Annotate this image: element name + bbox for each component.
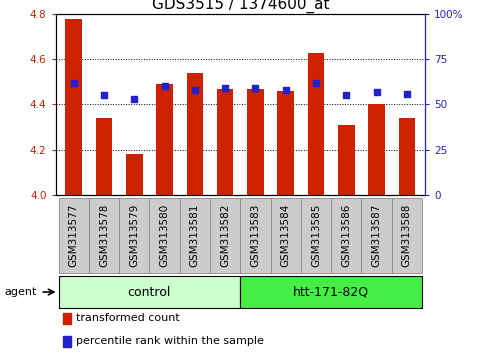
Point <box>252 85 259 91</box>
Point <box>130 96 138 102</box>
FancyBboxPatch shape <box>89 198 119 273</box>
FancyBboxPatch shape <box>58 276 241 308</box>
FancyBboxPatch shape <box>149 198 180 273</box>
FancyBboxPatch shape <box>241 276 422 308</box>
Bar <box>156 84 173 195</box>
Bar <box>338 125 355 195</box>
Title: GDS3515 / 1374600_at: GDS3515 / 1374600_at <box>152 0 329 13</box>
Text: htt-171-82Q: htt-171-82Q <box>293 286 369 298</box>
Bar <box>247 88 264 195</box>
Bar <box>398 118 415 195</box>
Text: GSM313578: GSM313578 <box>99 204 109 267</box>
Text: GSM313581: GSM313581 <box>190 204 200 267</box>
Bar <box>368 104 385 195</box>
FancyBboxPatch shape <box>180 198 210 273</box>
Text: GSM313580: GSM313580 <box>159 204 170 267</box>
Point <box>161 84 169 89</box>
Text: GSM313588: GSM313588 <box>402 204 412 267</box>
FancyBboxPatch shape <box>392 198 422 273</box>
Point <box>403 91 411 96</box>
FancyBboxPatch shape <box>331 198 361 273</box>
Bar <box>65 19 82 195</box>
Bar <box>126 154 142 195</box>
Bar <box>217 88 233 195</box>
Text: GSM313587: GSM313587 <box>371 204 382 267</box>
Bar <box>63 313 71 324</box>
Text: GSM313586: GSM313586 <box>341 204 351 267</box>
Bar <box>308 52 325 195</box>
Bar <box>186 73 203 195</box>
FancyBboxPatch shape <box>210 198 241 273</box>
FancyBboxPatch shape <box>241 198 270 273</box>
Text: transformed count: transformed count <box>76 313 180 323</box>
Point <box>191 87 199 93</box>
Text: GSM313583: GSM313583 <box>251 204 260 267</box>
Text: agent: agent <box>5 287 37 297</box>
Point <box>342 93 350 98</box>
FancyBboxPatch shape <box>58 198 89 273</box>
FancyBboxPatch shape <box>361 198 392 273</box>
Bar <box>96 118 113 195</box>
Text: GSM313584: GSM313584 <box>281 204 291 267</box>
Point <box>373 89 381 95</box>
Point <box>221 85 229 91</box>
FancyBboxPatch shape <box>119 198 149 273</box>
Text: GSM313585: GSM313585 <box>311 204 321 267</box>
Text: GSM313582: GSM313582 <box>220 204 230 267</box>
Point <box>312 80 320 86</box>
FancyBboxPatch shape <box>301 198 331 273</box>
Bar <box>277 91 294 195</box>
Point <box>282 87 290 93</box>
Text: control: control <box>128 286 171 298</box>
Text: GSM313579: GSM313579 <box>129 204 139 267</box>
Text: GSM313577: GSM313577 <box>69 204 79 267</box>
FancyBboxPatch shape <box>270 198 301 273</box>
Point <box>100 93 108 98</box>
Point <box>70 80 78 86</box>
Bar <box>63 336 71 347</box>
Text: percentile rank within the sample: percentile rank within the sample <box>76 336 264 346</box>
